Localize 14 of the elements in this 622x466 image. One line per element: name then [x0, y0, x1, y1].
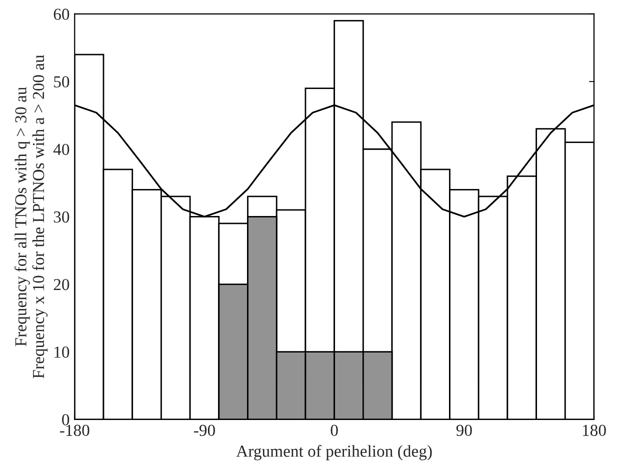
y-tick-label: 10 [54, 346, 70, 358]
x-tick-label: 90 [456, 424, 472, 436]
y-tick-label: 40 [53, 144, 70, 156]
y-tick-label: 0 [62, 414, 70, 426]
x-tick-label: -90 [194, 424, 215, 436]
x-tick-label: 180 [582, 424, 606, 436]
y-axis-title: Frequency for all TNOs with q > 30 au Frequency x 10 for the LPTNOs with a > 200 au [14, 54, 48, 378]
y-tick-label: 60 [54, 8, 70, 20]
y-tick-label: 30 [54, 211, 70, 223]
y-tick-label: 20 [54, 278, 70, 290]
x-tick-label: 0 [330, 424, 338, 436]
x-axis-title: Argument of perihelion (deg) [236, 444, 432, 460]
x-tick-label: -180 [60, 424, 90, 436]
y-tick-label: 50 [54, 76, 70, 88]
